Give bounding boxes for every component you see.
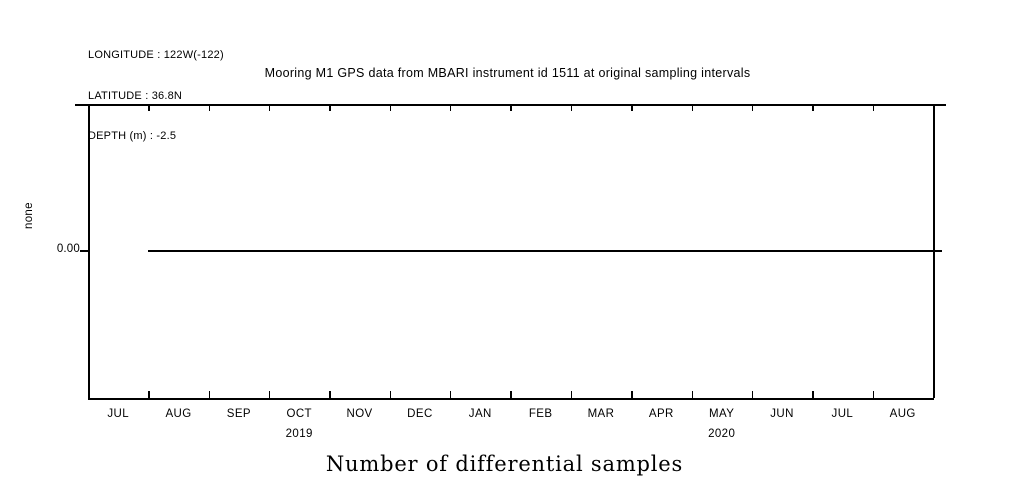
x-axis-tick-top <box>751 104 754 111</box>
x-axis-tick-bottom <box>631 391 633 398</box>
metadata-longitude: LONGITUDE : 122W(-122) <box>88 49 224 61</box>
x-axis-tick-top <box>269 104 271 111</box>
x-axis-tick-bottom <box>510 391 512 398</box>
x-axis-tick-bottom <box>148 391 150 398</box>
metadata-depth: DEPTH (m) : -2.5 <box>88 130 177 142</box>
x-axis-tick-bottom <box>450 391 452 398</box>
x-axis-tick-top <box>631 104 633 111</box>
station-metadata: LONGITUDE : 122W(-122) LATITUDE : 36.8N … <box>88 22 224 157</box>
x-axis-month-label: JUL <box>831 408 854 420</box>
y-axis-tick-label: 0.00 <box>56 243 80 255</box>
x-axis-month-label: JUL <box>107 408 129 420</box>
x-axis-tick-bottom <box>691 391 693 398</box>
x-axis-month-label: MAY <box>709 408 735 420</box>
x-axis-tick-top <box>148 104 150 111</box>
x-axis-tick-bottom <box>208 391 211 398</box>
x-axis-tick-bottom <box>329 391 331 398</box>
x-axis-tick-top <box>88 104 90 111</box>
x-axis-tick-top <box>329 104 331 111</box>
x-axis-tick-bottom <box>88 391 90 398</box>
x-axis-tick-top <box>812 104 814 111</box>
x-axis-tick-top <box>932 104 935 111</box>
axis-line-bottom <box>88 398 934 400</box>
x-axis-month-label: FEB <box>528 408 553 420</box>
x-axis-year-label: 2020 <box>708 428 736 440</box>
x-axis-month-label: AUG <box>889 408 916 420</box>
metadata-latitude: LATITUDE : 36.8N <box>88 89 183 102</box>
x-axis-month-label: SEP <box>226 408 251 420</box>
x-axis-tick-top <box>208 104 211 111</box>
x-axis-year-label: 2019 <box>285 428 313 440</box>
axis-line-left <box>88 104 90 398</box>
x-axis-tick-bottom <box>812 391 814 398</box>
x-axis-tick-top <box>389 104 392 111</box>
x-axis-month-label: APR <box>648 408 674 420</box>
y-axis-tick-mark <box>80 250 88 252</box>
x-axis-tick-top <box>510 104 512 111</box>
chart-subtitle: Mooring M1 GPS data from MBARI instrumen… <box>264 66 751 80</box>
x-axis-tick-bottom <box>872 391 874 398</box>
x-axis-tick-bottom <box>751 391 754 398</box>
x-axis-tick-top <box>570 104 573 111</box>
x-axis-month-label: JUN <box>770 408 794 420</box>
x-axis-tick-top <box>691 104 693 111</box>
x-axis-tick-bottom <box>269 391 271 398</box>
x-axis-month-label: NOV <box>346 408 373 420</box>
y-axis-tick-mark-right <box>933 250 942 252</box>
x-axis-tick-bottom <box>570 391 573 398</box>
x-axis-tick-top <box>450 104 452 111</box>
x-axis-tick-bottom <box>389 391 392 398</box>
chart-title: Number of differential samples <box>325 452 684 476</box>
x-axis-month-label: DEC <box>407 408 433 420</box>
y-axis-title: none <box>23 202 35 229</box>
plot-area <box>75 104 946 400</box>
x-axis-month-label: OCT <box>286 408 312 420</box>
x-axis-tick-bottom <box>932 391 935 398</box>
data-series-line <box>148 250 933 252</box>
x-axis-month-label: JAN <box>468 408 492 420</box>
x-axis-month-label: AUG <box>165 408 192 420</box>
x-axis-tick-top <box>872 104 874 111</box>
x-axis-month-label: MAR <box>587 408 615 420</box>
